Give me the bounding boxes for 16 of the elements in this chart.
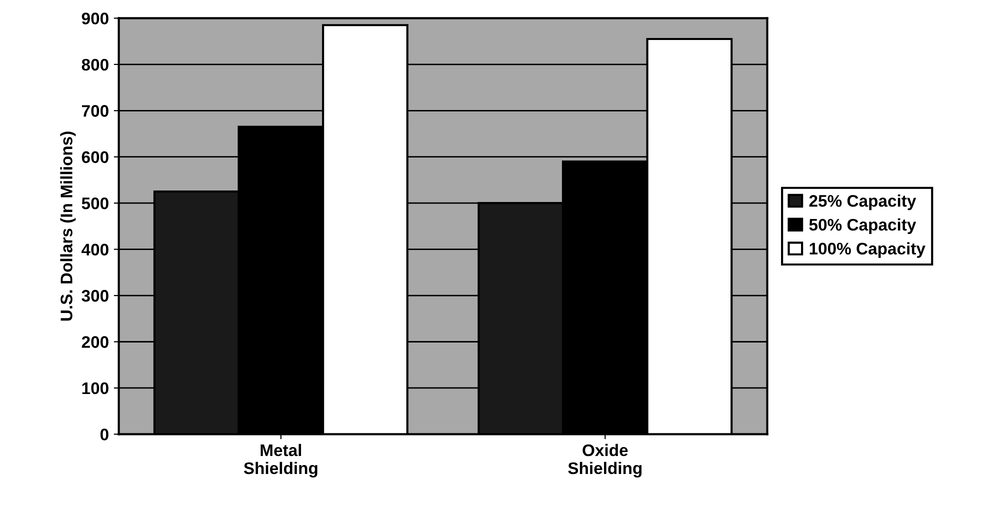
x-tick-label: Oxide Shielding bbox=[568, 444, 642, 478]
y-tick-label: 200 bbox=[82, 336, 108, 348]
legend-label: 25% Capacity bbox=[809, 194, 916, 210]
y-axis-title: U.S. Dollars (In Millions) bbox=[60, 132, 76, 321]
y-tick-label: 600 bbox=[82, 151, 108, 164]
y-tick-label: 0 bbox=[100, 428, 108, 440]
y-tick-label: 400 bbox=[82, 244, 108, 256]
y-tick-label: 700 bbox=[82, 105, 108, 117]
x-tick-label: Metal Shielding bbox=[244, 444, 318, 478]
y-tick-label: 500 bbox=[82, 197, 108, 210]
legend-label: 50% Capacity bbox=[809, 218, 916, 234]
y-tick-label: 100 bbox=[82, 382, 108, 394]
legend-label: 100% Capacity bbox=[810, 242, 926, 258]
y-tick-label: 800 bbox=[82, 58, 108, 71]
y-tick-label: 300 bbox=[82, 290, 108, 302]
y-tick-label: 900 bbox=[82, 12, 108, 24]
